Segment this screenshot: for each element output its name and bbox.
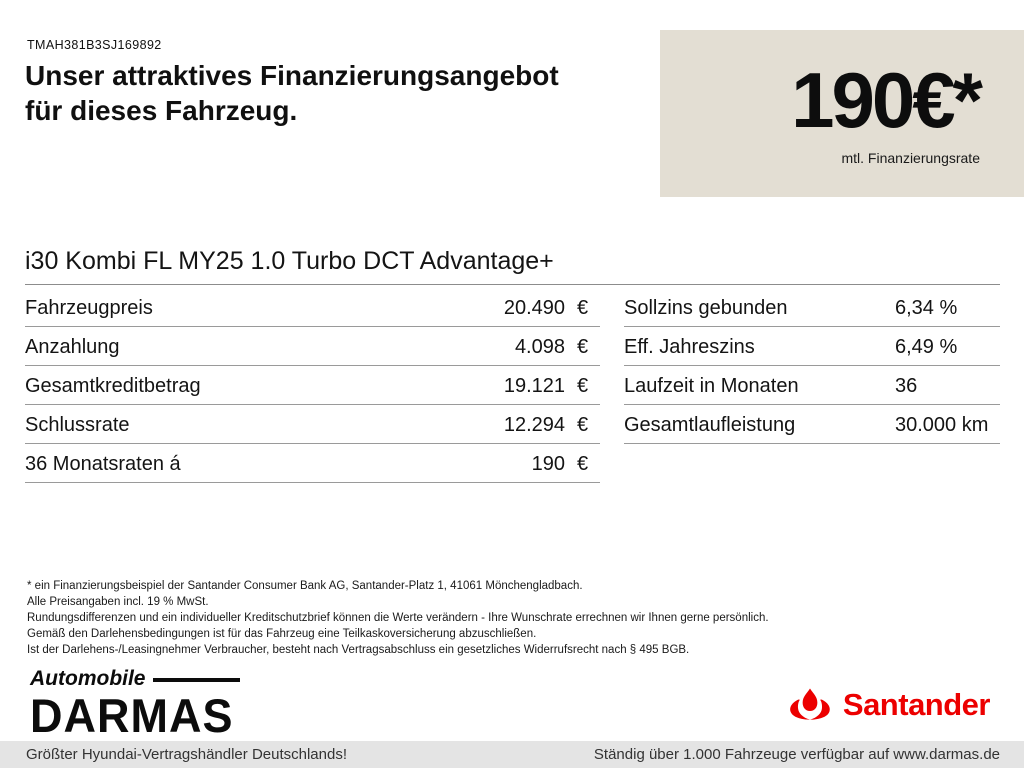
disclaimer-line: Alle Preisangaben incl. 19 % MwSt. [27,596,209,608]
finance-table-right-column: Sollzins gebunden 6,34 % Eff. Jahreszins… [624,288,1000,483]
finance-row-monatsraten: 36 Monatsraten á 190 € [25,444,600,483]
santander-flame-icon [790,688,830,720]
finance-table-left-column: Fahrzeugpreis 20.490 € Anzahlung 4.098 €… [25,288,600,483]
finance-row-gesamtkreditbetrag: Gesamtkreditbetrag 19.121 € [25,366,600,405]
finance-unit: € [576,336,589,358]
page-title: Unser attraktives Finanzierungsangebot fü… [25,58,559,128]
footer-logos: Automobile DARMAS Santander [30,667,991,743]
finance-label: 36 Monatsraten á [25,453,181,475]
finance-unit: € [576,453,589,475]
finance-label: Anzahlung [25,336,120,358]
monthly-rate-caption: mtl. Finanzierungsrate [841,150,980,166]
finance-row-fahrzeugpreis: Fahrzeugpreis 20.490 € [25,288,600,327]
page-title-line1: Unser attraktives Finanzierungsangebot [25,60,559,91]
finance-value: 4.098 [514,336,565,358]
bottom-bar-right-text: Ständig über 1.000 Fahrzeuge verfügbar a… [593,746,1000,763]
disclaimer-line: Rundungsdifferenzen und ein individuelle… [27,612,769,624]
finance-label: Fahrzeugpreis [25,297,153,319]
finance-value: 6,49 % [895,336,958,358]
finance-unit: € [576,414,589,436]
finance-label: Sollzins gebunden [624,297,788,319]
finance-row-sollzins: Sollzins gebunden 6,34 % [624,288,1000,327]
finance-label: Eff. Jahreszins [624,336,755,358]
finance-row-jahreszins: Eff. Jahreszins 6,49 % [624,327,1000,366]
darmas-logo: Automobile DARMAS [30,667,240,743]
finance-row-anzahlung: Anzahlung 4.098 € [25,327,600,366]
vehicle-title: i30 Kombi FL MY25 1.0 Turbo DCT Advantag… [25,247,554,275]
disclaimer-text: * ein Finanzierungsbeispiel der Santande… [27,578,987,658]
finance-label: Laufzeit in Monaten [624,375,799,397]
page-title-line2: für dieses Fahrzeug. [25,95,298,126]
bottom-info-bar: Größter Hyundai-Vertragshändler Deutschl… [0,741,1024,768]
disclaimer-line: * ein Finanzierungsbeispiel der Santande… [27,580,583,592]
santander-logo-wordmark: Santander [842,687,991,722]
darmas-logo-top: Automobile [30,667,240,691]
darmas-logo-automobile: Automobile [30,667,146,690]
darmas-logo-line [152,678,240,682]
vin-number: TMAH381B3SJ169892 [27,38,162,52]
finance-value: 20.490 [503,297,565,319]
vehicle-title-divider [25,284,1000,285]
finance-unit: € [576,297,589,319]
finance-unit: € [576,375,589,397]
finance-label: Gesamtlaufleistung [624,414,796,436]
disclaimer-line: Ist der Darlehens-/Leasingnehmer Verbrau… [27,644,690,656]
bottom-bar-left-text: Größter Hyundai-Vertragshändler Deutschl… [26,746,347,763]
finance-row-laufzeit: Laufzeit in Monaten 36 [624,366,1000,405]
finance-value: 6,34 % [895,297,958,319]
finance-table: Fahrzeugpreis 20.490 € Anzahlung 4.098 €… [25,288,1000,483]
disclaimer-line: Gemäß den Darlehensbedingungen ist für d… [27,628,537,640]
finance-label: Gesamtkreditbetrag [25,375,201,397]
finance-value: 19.121 [503,375,565,397]
darmas-logo-wordmark: DARMAS [30,688,234,743]
finance-row-gesamtlaufleistung: Gesamtlaufleistung 30.000 km [624,405,1000,444]
finance-value: 30.000 km [895,414,989,436]
finance-value: 36 [895,375,918,397]
monthly-rate-box: 190€* mtl. Finanzierungsrate [660,30,1024,197]
finance-row-schlussrate: Schlussrate 12.294 € [25,405,600,444]
finance-label: Schlussrate [25,414,130,436]
finance-value: 190 [531,453,565,475]
finance-value: 12.294 [503,414,565,436]
monthly-rate-value: 190€* [791,56,983,144]
santander-logo: Santander [787,687,991,723]
